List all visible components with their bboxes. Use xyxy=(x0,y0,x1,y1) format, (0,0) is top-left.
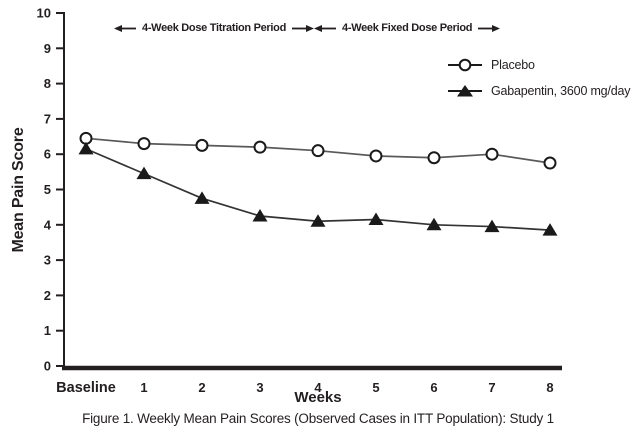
x-category-label: 5 xyxy=(372,380,379,395)
titration-period-annotation: 4-Week Dose Titration Period xyxy=(114,22,315,34)
arrow-right-icon xyxy=(478,24,501,32)
y-tick-label: 2 xyxy=(44,288,51,303)
y-tick-label: 3 xyxy=(44,253,51,268)
y-tick-label: 4 xyxy=(44,217,52,232)
gabapentin-data-point xyxy=(310,214,326,227)
placebo-data-point xyxy=(253,140,267,154)
x-category-label: 8 xyxy=(546,380,553,395)
y-tick-label: 6 xyxy=(44,147,51,162)
x-category-label: 4 xyxy=(314,380,322,395)
y-tick-label: 5 xyxy=(44,182,51,197)
open-circle-marker-icon xyxy=(448,58,482,72)
placebo-data-point xyxy=(485,147,499,161)
x-axis-title: Weeks xyxy=(294,389,342,406)
y-tick-label: 9 xyxy=(44,41,51,56)
legend-item-gabapentin: Gabapentin, 3600 mg/day xyxy=(448,84,630,98)
gabapentin-data-point xyxy=(252,208,268,222)
x-category-label: 7 xyxy=(488,380,495,395)
arrow-right-icon xyxy=(292,24,315,32)
fixed-dose-period-annotation: 4-Week Fixed Dose Period xyxy=(314,22,501,34)
legend-item-placebo: Placebo xyxy=(448,58,630,72)
fixed-dose-period-label: 4-Week Fixed Dose Period xyxy=(342,22,473,34)
y-tick-label: 0 xyxy=(44,359,51,374)
gabapentin-data-point xyxy=(194,191,210,204)
x-category-label: 2 xyxy=(198,380,205,395)
legend-label-gabapentin: Gabapentin, 3600 mg/day xyxy=(491,84,631,98)
placebo-data-point xyxy=(369,149,383,163)
filled-triangle-marker-icon xyxy=(448,85,482,97)
gabapentin-data-point xyxy=(368,212,384,226)
gabapentin-data-point xyxy=(78,141,94,155)
y-tick-label: 10 xyxy=(37,6,51,21)
placebo-data-point xyxy=(195,138,209,152)
x-category-label: 1 xyxy=(140,380,147,395)
arrow-left-icon xyxy=(114,24,136,32)
dose-period-annotations: 4-Week Dose Titration Period 4-Week Fixe… xyxy=(114,22,501,34)
y-tick-label: 8 xyxy=(44,76,51,91)
gabapentin-data-point xyxy=(426,217,442,231)
gabapentin-data-point xyxy=(484,219,500,233)
y-tick-label: 7 xyxy=(44,111,51,126)
gabapentin-data-point xyxy=(542,223,558,236)
y-axis-title: Mean Pain Score xyxy=(10,127,27,253)
x-category-label: 6 xyxy=(430,380,437,395)
x-category-label: 3 xyxy=(256,380,263,395)
figure-caption: Figure 1. Weekly Mean Pain Scores (Obser… xyxy=(82,411,554,426)
placebo-data-point xyxy=(137,137,151,151)
placebo-data-point xyxy=(311,144,325,158)
legend-label-placebo: Placebo xyxy=(491,58,535,72)
placebo-data-point xyxy=(543,156,557,170)
placebo-data-point xyxy=(427,151,441,165)
gabapentin-data-point xyxy=(136,166,152,180)
titration-period-label: 4-Week Dose Titration Period xyxy=(142,22,287,34)
y-tick-label: 1 xyxy=(44,323,51,338)
x-category-label: Baseline xyxy=(56,380,116,396)
chart-legend: Placebo Gabapentin, 3600 mg/day xyxy=(448,58,630,110)
arrow-left-icon xyxy=(314,24,337,32)
